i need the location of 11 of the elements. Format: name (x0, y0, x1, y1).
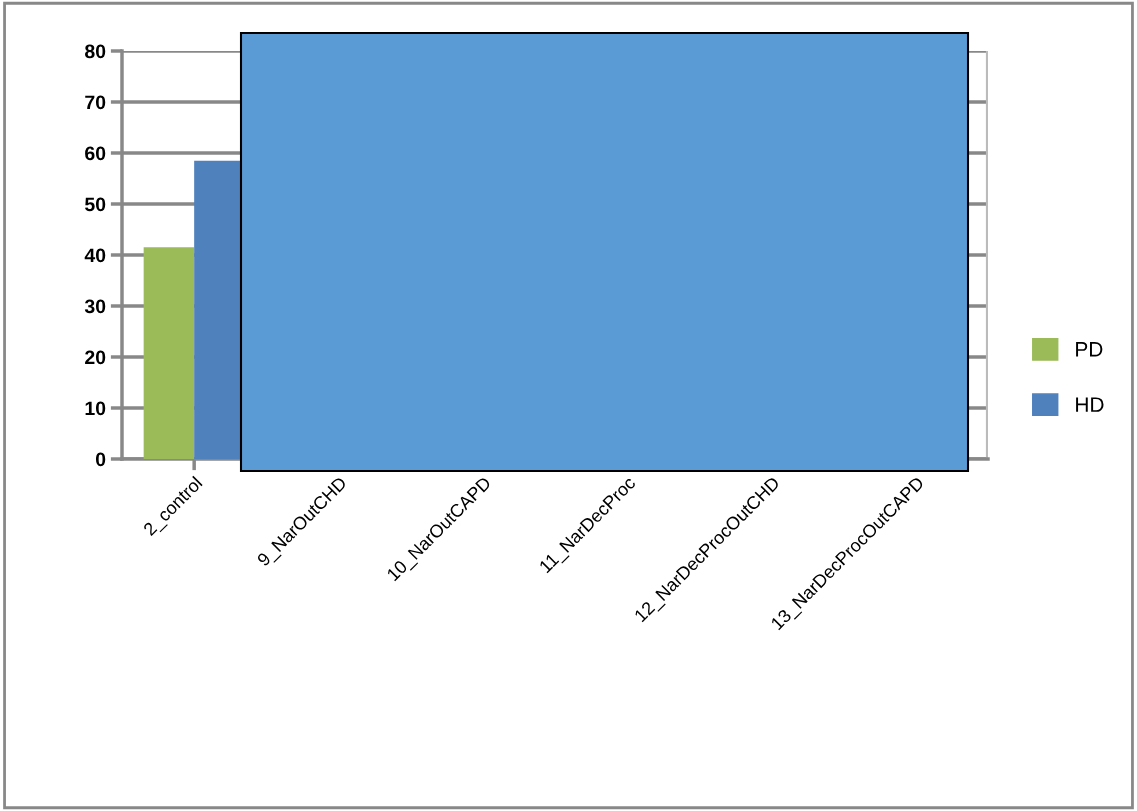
y-tick-label: 80 (85, 44, 106, 59)
legend-label: HD (1076, 397, 1104, 412)
y-tick-label: 10 (85, 401, 106, 416)
y-tick-label: 50 (85, 197, 106, 212)
legend-label: PD (1076, 342, 1103, 357)
y-tick-label: 20 (85, 350, 106, 365)
y-tick-label: 30 (84, 299, 106, 314)
y-tick-label: 0 (95, 452, 106, 467)
y-tick-label: 60 (85, 146, 106, 161)
y-tick-label: 40 (84, 248, 106, 263)
y-tick-label: 70 (85, 95, 106, 110)
